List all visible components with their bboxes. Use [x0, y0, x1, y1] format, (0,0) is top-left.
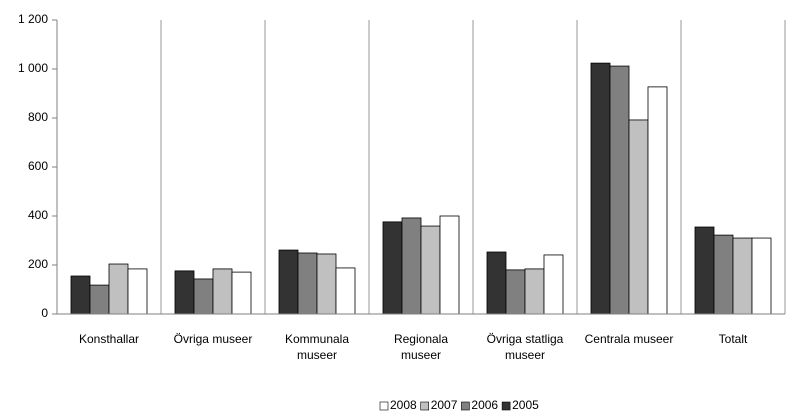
legend-label: 2005	[512, 398, 539, 412]
y-tick-label: 200	[28, 257, 48, 271]
bar	[174, 270, 195, 315]
bar	[751, 237, 772, 315]
legend-swatch	[379, 401, 389, 411]
y-tick-label: 1 200	[18, 12, 48, 26]
bar	[439, 215, 460, 315]
bar	[70, 275, 91, 315]
bar	[694, 226, 715, 315]
x-tick-label: Övriga statliga museer	[487, 332, 564, 362]
bar	[590, 62, 611, 315]
y-tick-label: 600	[28, 159, 48, 173]
bar	[732, 237, 753, 315]
x-tick-label: Övriga museer	[174, 332, 253, 346]
y-tick-label: 400	[28, 208, 48, 222]
x-tick-label: Konsthallar	[79, 332, 139, 346]
bar	[127, 268, 148, 315]
bar	[713, 234, 734, 315]
bar	[524, 268, 545, 315]
x-tick-label: Centrala museer	[585, 332, 674, 346]
bar	[382, 221, 403, 315]
bar	[297, 252, 318, 315]
bar	[108, 263, 129, 315]
x-tick-label: Kommunala museer	[285, 332, 349, 362]
bar	[316, 253, 337, 315]
y-tick-label: 1 000	[18, 61, 48, 75]
bar	[486, 251, 507, 315]
bar	[609, 65, 630, 315]
legend-swatch	[501, 401, 511, 411]
legend-swatch	[461, 401, 470, 411]
bar	[212, 268, 233, 315]
y-tick-label: 0	[41, 306, 48, 320]
bar	[647, 86, 668, 315]
bar	[401, 217, 422, 315]
bar	[231, 271, 252, 315]
bar	[193, 278, 214, 315]
y-tick-label: 800	[28, 110, 48, 124]
bar	[505, 269, 526, 315]
legend-label: 2008	[390, 398, 417, 412]
x-tick-label: Totalt	[719, 332, 748, 346]
bar	[89, 284, 110, 315]
legend-swatch	[420, 401, 430, 411]
x-tick-label: Regionala museer	[394, 332, 448, 362]
bar	[335, 267, 356, 315]
bar	[420, 225, 441, 315]
legend-label: 2006	[471, 398, 498, 412]
bar	[628, 119, 649, 315]
bar	[278, 249, 299, 315]
bar	[543, 254, 564, 315]
legend-label: 2007	[431, 398, 458, 412]
